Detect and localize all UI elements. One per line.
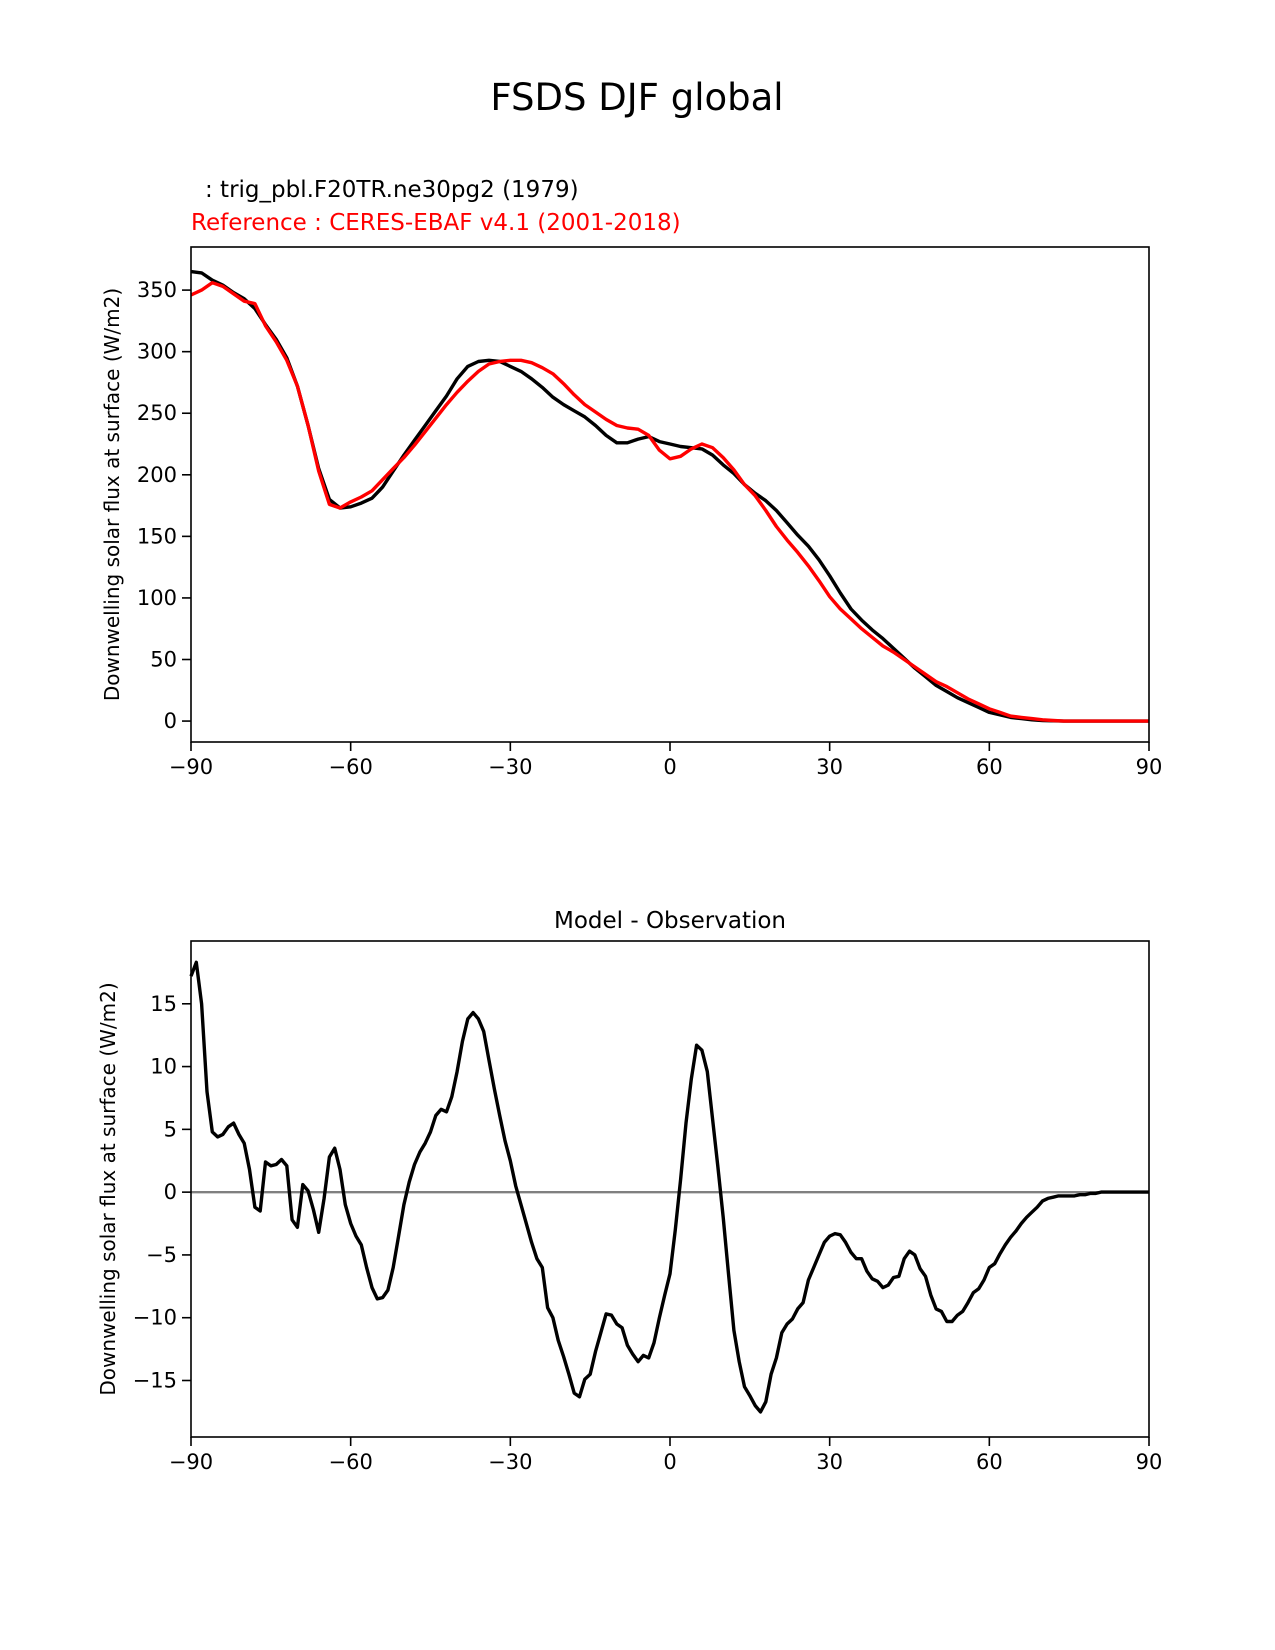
- y-tick-label: 150: [137, 524, 177, 548]
- bottom-plot-frame: [190, 940, 1150, 1438]
- top-panel: : trig_pbl.F20TR.ne30pg2 (1979) Referenc…: [100, 177, 1162, 779]
- y-tick-label: −5: [146, 1243, 177, 1267]
- reference-subtitle: Reference : CERES-EBAF v4.1 (2001-2018): [191, 210, 681, 236]
- x-tick-label: −30: [488, 755, 532, 779]
- x-tick-label: −90: [169, 1450, 213, 1474]
- x-tick-label: −60: [329, 755, 373, 779]
- x-tick-label: 90: [1136, 1450, 1163, 1474]
- model-subtitle: : trig_pbl.F20TR.ne30pg2 (1979): [205, 177, 579, 203]
- y-tick-label: 0: [164, 709, 177, 733]
- series-line-model: [189, 960, 1149, 1414]
- y-tick-label: 10: [150, 1055, 177, 1079]
- top-plot-frame: [190, 246, 1150, 743]
- y-tick-label: 5: [164, 1117, 177, 1141]
- x-tick-label: −30: [488, 1450, 532, 1474]
- bottom-panel: Model - Observation −90 −60 −30 0 30 60 90−15−…: [96, 908, 1162, 1474]
- x-tick-label: −60: [329, 1450, 373, 1474]
- top-ticks: −90 −60 −30 0 30 60 90 0 50 100 150 200 250 300 350: [137, 278, 1162, 779]
- x-tick-label: 30: [816, 1450, 843, 1474]
- y-tick-label: 350: [137, 278, 177, 302]
- x-tick-label: 0: [663, 1450, 676, 1474]
- x-tick-label: 90: [1136, 755, 1163, 779]
- x-tick-label: 30: [816, 755, 843, 779]
- series-line-model: [190, 269, 1149, 723]
- top-ylabel: Downwelling solar flux at surface (W/m2): [100, 288, 124, 701]
- figure-title: FSDS DJF global: [490, 76, 783, 119]
- y-tick-label: −15: [133, 1368, 177, 1392]
- bottom-ylabel: Downwelling solar flux at surface (W/m2): [96, 982, 120, 1395]
- y-tick-label: 250: [137, 401, 177, 425]
- y-tick-label: −10: [133, 1306, 177, 1330]
- y-tick-label: 15: [150, 992, 177, 1016]
- x-tick-label: 60: [976, 1450, 1003, 1474]
- bottom-ticks: −90 −60 −30 0 30 60 90 −15 −10 −5 0 5 10 15: [133, 992, 1163, 1474]
- y-tick-label: 0: [164, 1180, 177, 1204]
- y-tick-label: 200: [137, 463, 177, 487]
- bottom-series: [189, 960, 1149, 1414]
- bottom-title: Model - Observation: [554, 908, 786, 934]
- y-tick-label: 300: [137, 340, 177, 364]
- y-tick-label: 100: [137, 586, 177, 610]
- x-tick-label: 0: [663, 755, 676, 779]
- x-tick-label: −90: [169, 755, 213, 779]
- series-line-reference: [190, 281, 1149, 723]
- y-tick-label: 50: [150, 648, 177, 672]
- x-tick-label: 60: [976, 755, 1003, 779]
- top-series: [190, 269, 1149, 723]
